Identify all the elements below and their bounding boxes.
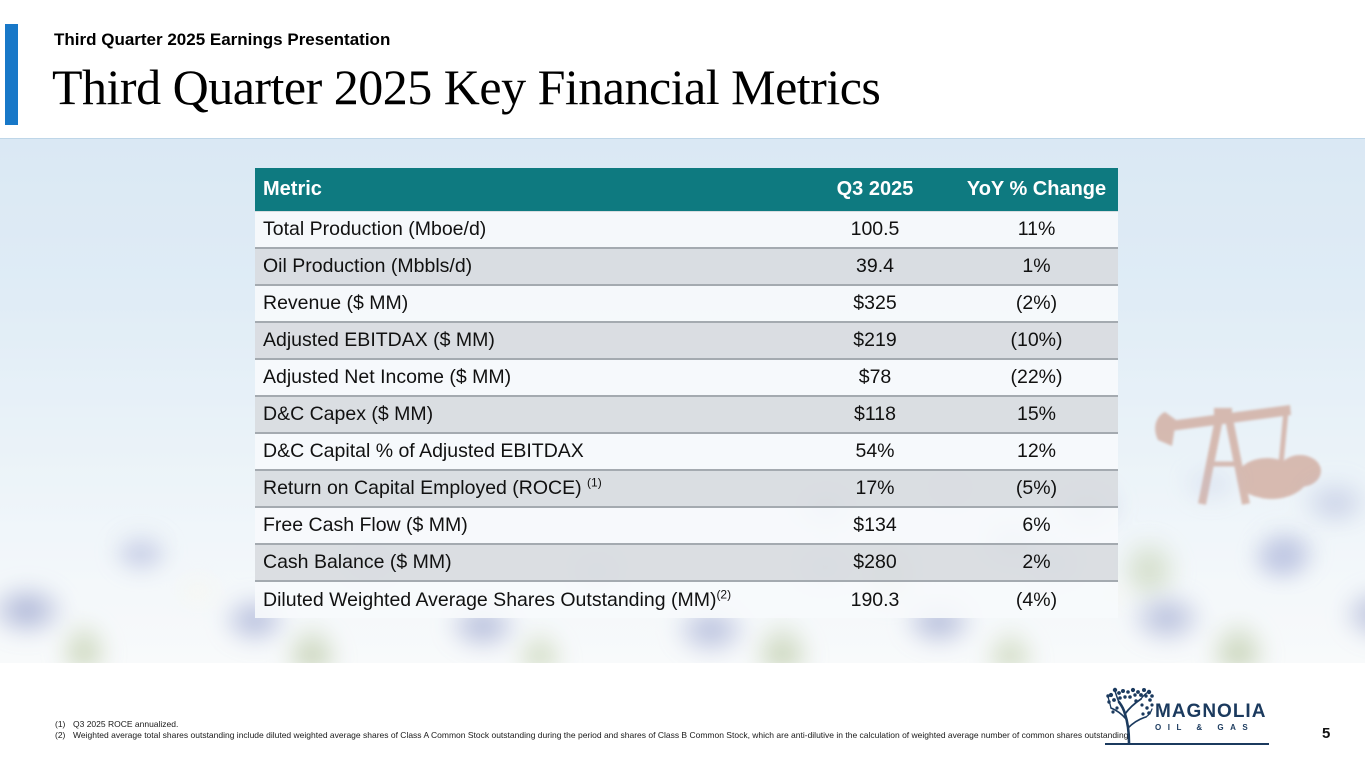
tree-icon [1106, 687, 1154, 744]
logo-name: MAGNOLIA [1155, 701, 1267, 722]
magnolia-logo: MAGNOLIA OIL & GAS [1105, 686, 1269, 745]
column-header-metric: Metric [255, 168, 795, 211]
accent-bar [5, 24, 18, 125]
metric-cell: Return on Capital Employed (ROCE) (1) [255, 469, 795, 507]
metrics-table-body: Total Production (Mboe/d) 100.5 11% Oil Pro… [255, 210, 1118, 618]
footnote-text: Weighted average total shares outstandin… [73, 730, 1131, 740]
logo-subtitle: OIL & GAS [1155, 723, 1255, 732]
column-header-yoy: YoY % Change [955, 168, 1118, 211]
table-row: Cash Balance ($ MM) $280 2% [255, 543, 1118, 581]
q3-value-cell: 100.5 [795, 210, 955, 248]
presentation-subtitle: Third Quarter 2025 Earnings Presentation [54, 30, 391, 49]
q3-value-cell: $280 [795, 543, 955, 581]
table-row: Free Cash Flow ($ MM) $134 6% [255, 506, 1118, 544]
metric-cell: Adjusted Net Income ($ MM) [255, 358, 795, 396]
footnote-number: (2) [55, 730, 66, 740]
metric-cell: D&C Capex ($ MM) [255, 395, 795, 433]
table-row: D&C Capital % of Adjusted EBITDAX 54% 12% [255, 432, 1118, 470]
yoy-value-cell: 1% [955, 247, 1118, 285]
yoy-value-cell: (5%) [955, 469, 1118, 507]
q3-value-cell: $219 [795, 321, 955, 359]
metrics-table: Metric Q3 2025 YoY % Change Total Produc… [255, 168, 1118, 618]
metric-cell: Diluted Weighted Average Shares Outstand… [255, 580, 795, 618]
yoy-value-cell: 12% [955, 432, 1118, 470]
page-number: 5 [1322, 725, 1331, 742]
footnote-item: (2) Weighted average total shares outsta… [55, 730, 1131, 741]
table-row: Diluted Weighted Average Shares Outstand… [255, 580, 1118, 618]
q3-value-cell: $134 [795, 506, 955, 544]
table-row: Adjusted EBITDAX ($ MM) $219 (10%) [255, 321, 1118, 359]
footnote-list: (1) Q3 2025 ROCE annualized. (2) Weighte… [55, 719, 1131, 741]
metric-cell: Adjusted EBITDAX ($ MM) [255, 321, 795, 359]
q3-value-cell: $325 [795, 284, 955, 322]
yoy-value-cell: (2%) [955, 284, 1118, 322]
footnote-item: (1) Q3 2025 ROCE annualized. [55, 719, 1131, 730]
q3-value-cell: $118 [795, 395, 955, 433]
page-title: Third Quarter 2025 Key Financial Metrics [52, 59, 881, 115]
q3-value-cell: 17% [795, 469, 955, 507]
yoy-value-cell: 15% [955, 395, 1118, 433]
metric-cell: Total Production (Mboe/d) [255, 210, 795, 248]
table-row: Adjusted Net Income ($ MM) $78 (22%) [255, 358, 1118, 396]
q3-value-cell: 190.3 [795, 580, 955, 618]
yoy-value-cell: (10%) [955, 321, 1118, 359]
q3-value-cell: 39.4 [795, 247, 955, 285]
table-row: Return on Capital Employed (ROCE) (1) 17%… [255, 469, 1118, 507]
footnote-text: Q3 2025 ROCE annualized. [73, 719, 179, 729]
yoy-value-cell: 6% [955, 506, 1118, 544]
metric-cell: Oil Production (Mbbls/d) [255, 247, 795, 285]
table-row: Revenue ($ MM) $325 (2%) [255, 284, 1118, 322]
metric-cell: Cash Balance ($ MM) [255, 543, 795, 581]
yoy-value-cell: 11% [955, 210, 1118, 248]
table-header-row: Metric Q3 2025 YoY % Change [255, 168, 1118, 211]
yoy-value-cell: (22%) [955, 358, 1118, 396]
logo-text: MAGNOLIA OIL & GAS [1155, 701, 1267, 733]
yoy-value-cell: (4%) [955, 580, 1118, 618]
table-row: Oil Production (Mbbls/d) 39.4 1% [255, 247, 1118, 285]
metric-cell: D&C Capital % of Adjusted EBITDAX [255, 432, 795, 470]
q3-value-cell: 54% [795, 432, 955, 470]
footnote-number: (1) [55, 719, 66, 729]
q3-value-cell: $78 [795, 358, 955, 396]
table-row: D&C Capex ($ MM) $118 15% [255, 395, 1118, 433]
yoy-value-cell: 2% [955, 543, 1118, 581]
column-header-q3: Q3 2025 [795, 168, 955, 211]
metric-cell: Revenue ($ MM) [255, 284, 795, 322]
table-row: Total Production (Mboe/d) 100.5 11% [255, 210, 1118, 248]
metric-cell: Free Cash Flow ($ MM) [255, 506, 795, 544]
